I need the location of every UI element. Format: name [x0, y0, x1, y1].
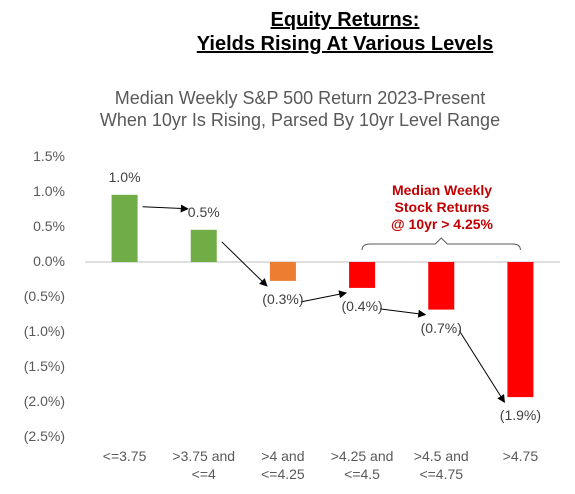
bar	[428, 262, 455, 310]
arrow	[300, 290, 348, 303]
y-tick-label: 1.0%	[33, 183, 65, 199]
arrow	[380, 308, 427, 318]
bar	[349, 262, 376, 288]
x-tick-label: >3.75 and <=4	[172, 448, 236, 482]
y-tick-label: (1.0%)	[23, 323, 65, 339]
y-tick-label: (0.5%)	[23, 288, 65, 304]
y-tick-label: 1.5%	[33, 148, 65, 164]
arrow	[142, 204, 189, 213]
bracket	[361, 237, 521, 251]
value-label: (0.4%)	[341, 297, 383, 314]
y-tick-label: (2.0%)	[23, 393, 65, 409]
arrow	[221, 241, 268, 287]
x-tick-label: >4.5 and <=4.75	[413, 448, 469, 482]
bar	[507, 262, 534, 398]
x-tick-label: <=3.75	[102, 448, 147, 464]
chart-title: Equity Returns: Yields Rising At Various…	[196, 9, 494, 55]
x-tick-label: >4 and <=4.25	[261, 448, 305, 482]
x-tick-label: >4.25 and <=4.5	[330, 448, 394, 482]
bar	[111, 194, 138, 262]
value-label: (0.7%)	[420, 319, 462, 336]
value-label: (0.3%)	[262, 290, 304, 307]
value-label: 0.5%	[187, 203, 220, 220]
y-tick-label: (1.5%)	[23, 358, 65, 374]
value-label: (1.9%)	[499, 407, 542, 424]
x-tick-label: >4.75	[502, 448, 539, 464]
arrow	[458, 330, 505, 403]
annotation: Median Weekly Stock Returns @ 10yr > 4.2…	[391, 182, 493, 232]
y-tick-label: 0.5%	[33, 218, 65, 234]
y-tick-label: (2.5%)	[23, 428, 65, 444]
chart-subtitle: Median Weekly S&P 500 Return 2023-Presen…	[99, 88, 501, 130]
y-tick-label: 0.0%	[33, 253, 65, 269]
value-label: 1.0%	[108, 168, 141, 185]
bar	[269, 262, 296, 281]
bar	[190, 229, 217, 262]
